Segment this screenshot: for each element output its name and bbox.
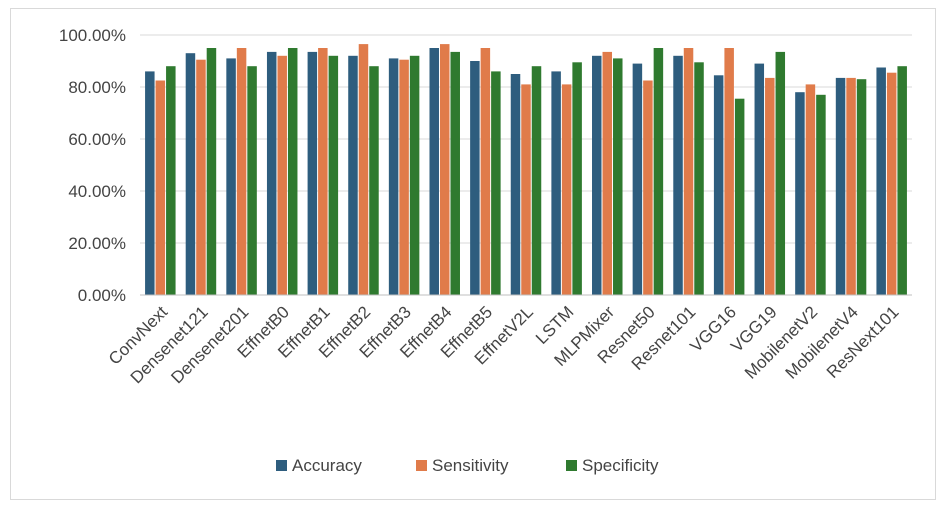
legend-label-sensitivity: Sensitivity [432, 456, 509, 475]
bar-sensitivity-resnet101 [683, 48, 694, 295]
bar-accuracy-effnetb3 [388, 58, 399, 296]
bar-sensitivity-vgg16 [724, 48, 734, 295]
y-tick-label: 20.00% [68, 234, 126, 253]
bar-sensitivity-convnext [155, 80, 166, 295]
y-tick-label: 100.00% [59, 26, 126, 45]
bar-accuracy-mobilenetv4 [835, 77, 846, 296]
bar-accuracy-resnet50 [632, 63, 643, 295]
bar-specificity-resnet50 [653, 48, 664, 295]
bars [145, 44, 907, 296]
bar-accuracy-effnetb2 [348, 55, 358, 295]
bar-specificity-effnetb4 [450, 51, 460, 296]
legend-label-accuracy: Accuracy [292, 456, 362, 475]
legend-swatch-accuracy [276, 460, 287, 471]
bar-specificity-convnext [166, 66, 176, 295]
bar-specificity-effnetb3 [409, 55, 420, 295]
y-tick-label: 0.00% [78, 286, 126, 305]
bar-accuracy-vgg16 [713, 75, 724, 295]
bar-accuracy-effnetv2l [510, 74, 521, 295]
bar-sensitivity-mlpmixer [602, 51, 613, 296]
bar-sensitivity-resnext101 [886, 72, 897, 295]
bar-sensitivity-densenet121 [196, 59, 206, 296]
bar-sensitivity-effnetb3 [399, 59, 409, 296]
bar-accuracy-convnext [145, 71, 155, 296]
bar-specificity-densenet121 [206, 48, 217, 295]
legend-swatch-sensitivity [416, 460, 427, 471]
bar-accuracy-resnet101 [673, 55, 683, 295]
bar-sensitivity-vgg19 [765, 77, 775, 296]
legend: Accuracy Sensitivity Specificity [276, 456, 659, 475]
bar-specificity-lstm [572, 62, 582, 295]
bar-specificity-effnetb5 [491, 71, 501, 296]
bar-sensitivity-mobilenetv2 [805, 84, 816, 296]
bar-specificity-mobilenetv4 [856, 79, 867, 295]
bar-sensitivity-effnetb4 [439, 44, 450, 295]
bar-specificity-resnet101 [694, 62, 704, 295]
x-axis-categories: ConvNextDensenet121Densenet201EffnetB0Ef… [105, 302, 903, 387]
bar-sensitivity-effnetb0 [277, 55, 287, 295]
legend-swatch-specificity [566, 460, 577, 471]
bar-specificity-effnetb0 [287, 48, 298, 295]
bar-sensitivity-effnetb2 [358, 44, 369, 295]
bar-sensitivity-effnetb5 [480, 48, 491, 295]
bar-accuracy-densenet201 [226, 58, 236, 296]
bar-specificity-vgg16 [734, 98, 745, 295]
bar-sensitivity-lstm [561, 84, 572, 296]
bar-accuracy-mlpmixer [592, 55, 602, 295]
bar-specificity-vgg19 [775, 51, 786, 296]
y-axis-ticks: 0.00% 20.00% 40.00% 60.00% 80.00% 100.00% [59, 26, 126, 305]
bar-accuracy-effnetb0 [266, 51, 277, 296]
bar-specificity-effnetb2 [369, 66, 379, 295]
bar-specificity-effnetb1 [328, 55, 339, 295]
bar-specificity-resnext101 [897, 66, 907, 295]
y-tick-label: 40.00% [68, 182, 126, 201]
bar-sensitivity-effnetv2l [521, 84, 531, 296]
bar-specificity-mlpmixer [613, 58, 623, 296]
y-tick-label: 60.00% [68, 130, 126, 149]
bar-specificity-effnetv2l [531, 66, 542, 295]
y-tick-label: 80.00% [68, 78, 126, 97]
bar-sensitivity-mobilenetv4 [846, 77, 856, 296]
bar-specificity-mobilenetv2 [816, 94, 826, 295]
bar-accuracy-effnetb5 [470, 61, 480, 295]
bar-accuracy-effnetb4 [429, 48, 439, 295]
bar-accuracy-densenet121 [185, 53, 196, 296]
bar-sensitivity-densenet201 [236, 48, 247, 295]
bar-accuracy-mobilenetv2 [795, 92, 805, 295]
bar-accuracy-effnetb1 [307, 51, 318, 296]
legend-label-specificity: Specificity [582, 456, 659, 475]
bar-accuracy-lstm [551, 71, 561, 296]
bar-accuracy-resnext101 [876, 67, 886, 295]
bar-accuracy-vgg19 [754, 63, 765, 295]
bar-sensitivity-resnet50 [643, 80, 653, 295]
bar-specificity-densenet201 [247, 66, 257, 295]
bar-sensitivity-effnetb1 [318, 48, 328, 295]
